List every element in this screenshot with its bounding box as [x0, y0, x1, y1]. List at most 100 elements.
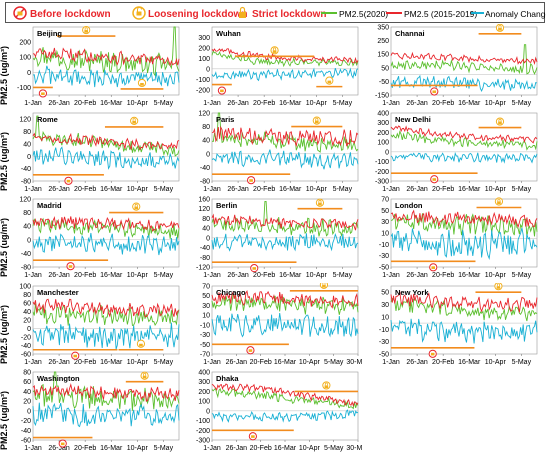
- x-tick-label: 20-Feb: [74, 445, 96, 452]
- panel-title: Chicago: [216, 288, 246, 297]
- panel-madrid: -80 -40 0 40 80 120 1-Jan 26-Jan 20-Feb 16-Mar 10-…: [5, 196, 183, 281]
- panel-manchester: -60 -40 -20 0 20 40 60 80 100 1-Jan 26-Jan 20-Feb 16…: [5, 283, 183, 368]
- x-tick-label: 10-Apr: [127, 100, 149, 107]
- plot-frame: [32, 371, 180, 441]
- y-tick-label: 10: [202, 313, 210, 320]
- panel-title: Dhaka: [216, 374, 239, 383]
- before-lockdown-icon: [38, 89, 48, 98]
- series-pm2015: [32, 47, 180, 67]
- strict-lockdown-icon: [495, 117, 505, 126]
- series-pm2020: [211, 294, 359, 315]
- strict-lockdown-icon: [315, 198, 325, 207]
- x-tick-label: 1-Jan: [24, 445, 42, 452]
- x-tick-label: 26-Jan: [48, 272, 70, 279]
- before-lockdown-icon: [71, 351, 80, 360]
- chart-svg: -50 -30 -10 10 30 50 70 1-Jan 26-Jan 20-Feb 16-Mar…: [379, 197, 538, 279]
- y-tick-label: -100: [196, 77, 210, 84]
- x-tick-label: 16-Mar: [458, 272, 481, 279]
- y-tick-label: 60: [23, 301, 31, 308]
- y-tick-label: -200: [375, 169, 389, 176]
- panel-dhaka: -300 -200 -100 0 100 200 300 400 1-Jan 26-Jan 20-F…: [184, 369, 362, 454]
- series-pm2015: [390, 290, 538, 313]
- before-lockdown-icon: [13, 6, 27, 20]
- x-tick-label: 10-Apr: [306, 186, 328, 193]
- x-tick-label: 16-Mar: [458, 359, 481, 366]
- x-tick-label: 1-Jan: [203, 272, 221, 279]
- x-tick-label: 20-Feb: [74, 359, 96, 366]
- x-tick-label: 26-Jan: [406, 359, 428, 366]
- y-tick-label: 300: [198, 35, 210, 42]
- x-tick-label: 1-Jan: [24, 272, 42, 279]
- series-pm2015: [211, 48, 359, 64]
- series-pm2015: [32, 216, 180, 232]
- series-pm2015: [32, 132, 180, 151]
- y-tick-label: -10: [379, 327, 389, 334]
- x-tick-label: 16-Mar: [100, 445, 123, 452]
- series-anomaly: [390, 74, 538, 92]
- before-lockdown-icon: [66, 262, 75, 271]
- strict-lockdown-icon: [312, 116, 321, 125]
- x-tick-label: 5-May: [512, 100, 532, 107]
- x-tick-label: 5-May: [324, 359, 344, 366]
- series-anomaly: [211, 149, 359, 170]
- x-tick-label: 20-Feb: [250, 445, 272, 452]
- y-tick-label: 40: [23, 389, 31, 396]
- y-tick-label: 0: [206, 151, 210, 158]
- y-tick-label: -300: [375, 179, 389, 186]
- x-tick-label: 20-Feb: [74, 100, 96, 107]
- chart-svg: -50 -30 -10 10 30 50 1-Jan 26-Jan 20-Feb 16-Mar 10…: [379, 283, 538, 366]
- strict-lockdown-icon: [322, 381, 331, 390]
- y-tick-label: -30: [379, 339, 389, 346]
- legend-pm2015-label: PM2.5 (2015-2019): [404, 9, 477, 19]
- x-tick-label: 10-Apr: [306, 100, 328, 107]
- y-tick-label: 0: [206, 66, 210, 73]
- loosening-lockdown-icon: [136, 339, 146, 348]
- chart-legend: Before lockdown Loosening lockdown Stric…: [5, 2, 546, 23]
- panel-washington: -60 -40 -20 0 20 40 60 80 1-Jan 26-Jan 20-Feb 16-Ma…: [5, 369, 183, 454]
- legend-pm2020-label: PM2.5(2020): [339, 9, 388, 19]
- y-tick-label: 300: [377, 120, 389, 127]
- y-tick-label: 100: [198, 399, 210, 406]
- y-tick-label: -30: [200, 332, 210, 339]
- x-tick-label: 10-Apr: [127, 445, 149, 452]
- x-tick-label: 16-Mar: [458, 100, 481, 107]
- chart-svg: -300 -200 -100 0 100 200 300 400 1-Jan 26-Jan 20-F…: [196, 370, 362, 453]
- panel-title: Rome: [37, 115, 58, 124]
- series-pm2020: [32, 371, 180, 411]
- y-tick-label: 200: [198, 45, 210, 52]
- y-axis-label: PM2.5 (ug/m³): [0, 131, 9, 191]
- x-tick-label: 26-Jan: [48, 445, 70, 452]
- x-tick-label: 26-Jan: [406, 272, 428, 279]
- y-tick-label: 0: [206, 235, 210, 242]
- x-tick-label: 1-Jan: [382, 100, 400, 107]
- x-tick-label: 5-May: [154, 100, 174, 107]
- panel-london: -50 -30 -10 10 30 50 70 1-Jan 26-Jan 20-Feb 16-Mar…: [363, 196, 541, 281]
- panel-title: Wuhan: [216, 29, 241, 38]
- x-tick-label: 26-Jan: [406, 100, 428, 107]
- y-axis-label: PM2.5 (ug/m³): [0, 217, 9, 277]
- x-tick-label: 10-Apr: [299, 445, 321, 452]
- y-tick-label: 100: [19, 284, 31, 291]
- panel-title: Manchester: [37, 288, 79, 297]
- x-tick-label: 26-Jan: [406, 186, 428, 193]
- y-tick-label: -10: [379, 242, 389, 249]
- y-tick-label: 50: [381, 65, 389, 72]
- y-tick-label: 400: [377, 111, 389, 118]
- series-pm2015: [211, 290, 359, 309]
- x-tick-label: 5-May: [154, 445, 174, 452]
- y-tick-label: -300: [196, 438, 210, 445]
- before-lockdown-icon: [248, 432, 257, 441]
- y-tick-label: -80: [200, 179, 210, 186]
- y-tick-label: 0: [27, 408, 31, 415]
- y-tick-label: -200: [196, 87, 210, 94]
- panel-chicago: -70 -50 -30 -10 10 30 50 70 1-Jan 26-Jan 20-Feb 16-…: [184, 283, 362, 368]
- y-tick-label: 0: [385, 149, 389, 156]
- series-pm2020: [32, 217, 180, 239]
- y-tick-label: -60: [21, 438, 31, 445]
- x-tick-label: 1-Jan: [382, 186, 400, 193]
- y-tick-label: -40: [200, 165, 210, 172]
- y-tick-label: -50: [200, 342, 210, 349]
- series-pm2020: [390, 213, 538, 237]
- x-tick-label: 20-Feb: [253, 100, 275, 107]
- series-pm2020: [390, 44, 538, 75]
